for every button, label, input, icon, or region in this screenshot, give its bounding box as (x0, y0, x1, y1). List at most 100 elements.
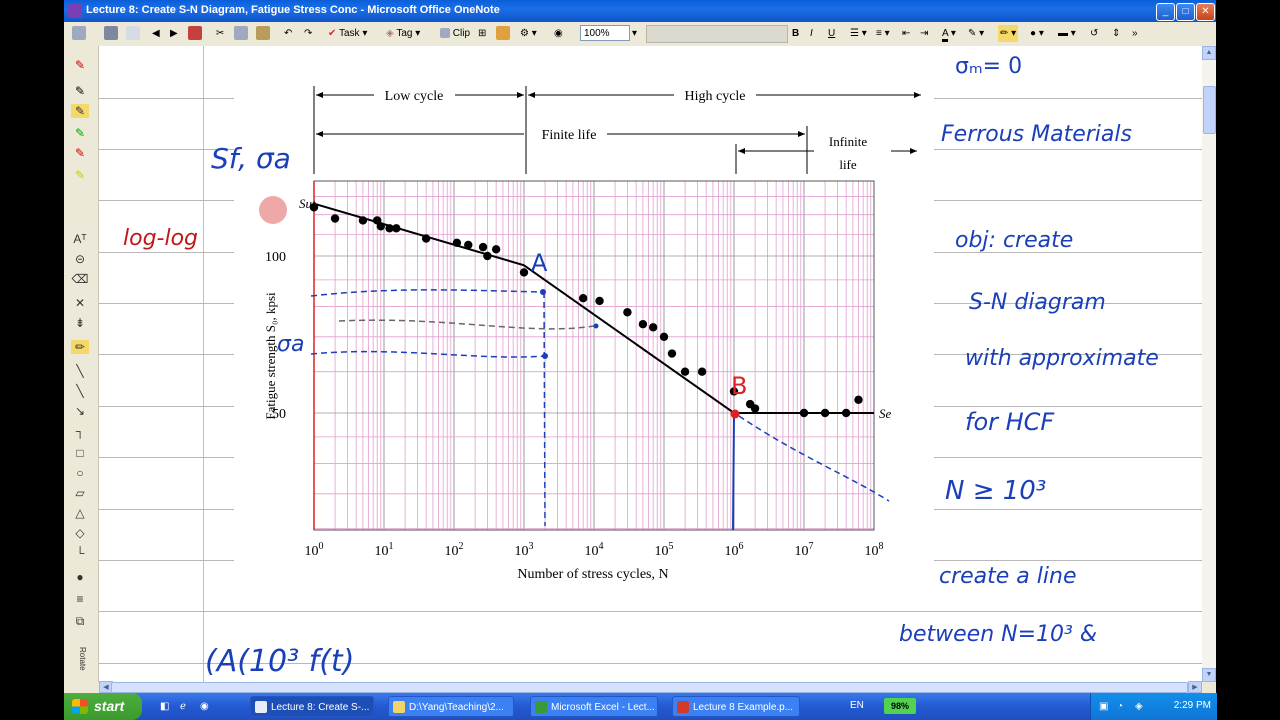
arrow-line-icon[interactable]: ╲ (76, 384, 84, 398)
tag-label: Tag (396, 28, 413, 39)
graph-icon[interactable]: └ (75, 546, 85, 560)
note-page[interactable]: Low cycle High cycle Finite life Infinit… (99, 46, 1202, 682)
line-style-icon[interactable]: ▬ ▾ (1058, 28, 1076, 39)
task-pdf[interactable]: Lecture 8 Example.p... (672, 696, 800, 717)
language-indicator[interactable]: EN (850, 700, 864, 711)
ink-sigma-a: σa (277, 332, 305, 357)
scroll-right-button[interactable]: ▶ (1188, 681, 1202, 693)
clip-button[interactable]: Clip (440, 25, 470, 42)
rotate-icon[interactable]: Rotate (78, 647, 87, 671)
eraser-icon[interactable]: ⌫ (71, 272, 89, 286)
text-size-icon[interactable]: Aᵀ (73, 232, 87, 246)
outdent-icon[interactable]: ⇤ (902, 28, 911, 39)
clock[interactable]: 2:29 PM (1173, 700, 1211, 711)
copy-shape-icon[interactable]: ⧉ (75, 614, 85, 628)
space-icon[interactable]: ⇕ (1112, 28, 1121, 39)
ink-obj-3: with approximate (965, 346, 1159, 371)
indent-icon[interactable]: ⇥ (920, 28, 929, 39)
data-point (385, 224, 394, 233)
task-onenote[interactable]: Lecture 8: Create S-... (250, 696, 374, 717)
cut-icon[interactable]: ✂ (216, 28, 225, 39)
vertical-scroll-thumb[interactable] (1203, 86, 1216, 134)
title-bar[interactable]: Lecture 8: Create S-N Diagram, Fatigue S… (64, 0, 1216, 22)
battery-indicator[interactable]: 98% (884, 698, 916, 714)
highlight-icon[interactable]: ✎ ▾ (968, 28, 985, 39)
diamond-icon[interactable]: ◇ (75, 526, 85, 540)
data-point (519, 268, 529, 277)
table-icon[interactable]: ⊞ (478, 28, 487, 39)
red-pen-icon[interactable]: ✎ (74, 58, 86, 72)
close-button[interactable]: ✕ (1196, 3, 1215, 21)
help-icon[interactable]: ◉ (554, 28, 563, 39)
yellow-highlighter-icon[interactable]: ✎ (74, 168, 86, 182)
undo-icon[interactable]: ↶ (284, 28, 293, 39)
scroll-left-button[interactable]: ◀ (99, 681, 113, 693)
horizontal-scrollbar[interactable]: ◀ ▶ (99, 681, 1202, 693)
insert-space-icon[interactable]: ⇟ (74, 316, 86, 330)
style-box[interactable] (646, 25, 788, 43)
font-color-icon[interactable]: A ▾ (942, 25, 956, 42)
forward-icon[interactable]: ▶ (170, 28, 178, 39)
line-tool-icon[interactable]: ╲ (76, 364, 84, 378)
red-highlighter-icon[interactable]: ✎ (74, 146, 86, 160)
triangle-icon[interactable]: △ (75, 506, 85, 520)
pen-mode-icon[interactable]: ✏ (71, 340, 89, 354)
bullets-icon[interactable]: ☰ ▾ (850, 28, 867, 39)
green-pen-icon[interactable]: ✎ (74, 126, 86, 140)
maximize-button[interactable]: □ (1176, 3, 1195, 21)
tag-button[interactable]: ◈ Tag ▾ (386, 28, 421, 39)
underline-button[interactable]: U (828, 28, 836, 39)
paste-icon[interactable] (256, 25, 270, 42)
rectangle-icon[interactable]: □ (76, 446, 84, 460)
task-excel[interactable]: Microsoft Excel - Lect... (530, 696, 658, 717)
quicklaunch-ie-icon[interactable]: ℯ (180, 701, 186, 712)
arrowhead (316, 131, 323, 137)
italic-button[interactable]: I (810, 28, 813, 39)
redo-icon[interactable]: ↷ (304, 28, 313, 39)
axis-icon[interactable]: ┐ (75, 424, 85, 438)
pen-thickness-icon[interactable]: ● ▾ (1030, 28, 1044, 39)
quicklaunch-desktop-icon[interactable]: ◧ (160, 701, 170, 712)
vertical-scrollbar[interactable]: ▲ ▼ (1202, 46, 1216, 682)
quicklaunch-media-icon[interactable]: ◉ (200, 701, 209, 712)
tray-volume-icon[interactable]: ◔ (1117, 701, 1124, 712)
ink-n-ge: N ≥ 10³ (945, 476, 1047, 506)
task-onenote-label: Lecture 8: Create S-... (271, 702, 370, 713)
delete-ink-icon[interactable]: ✕ (74, 296, 86, 310)
task-explorer[interactable]: D:\Yang\Teaching\2... (388, 696, 514, 717)
lasso-icon[interactable]: ↺ (1090, 28, 1099, 39)
zoom-dropdown-icon[interactable]: ▾ (632, 28, 638, 39)
copy-icon[interactable] (234, 25, 248, 42)
pen-icon[interactable] (104, 25, 118, 42)
numbering-icon[interactable]: ≡ ▾ (876, 28, 890, 39)
bold-button[interactable]: B (792, 28, 800, 39)
screen-clip-icon[interactable] (496, 25, 510, 42)
horizontal-scroll-thumb[interactable] (111, 682, 1188, 693)
double-arrow-icon[interactable]: ↘ (74, 404, 86, 418)
ink-options-icon[interactable]: ⚙ ▾ (520, 28, 537, 39)
parallelogram-icon[interactable]: ▱ (75, 486, 85, 500)
start-button[interactable]: start (64, 693, 142, 720)
ink-loglog: log-log (123, 226, 199, 251)
color-icon[interactable]: ● (76, 570, 84, 584)
line-weight-icon[interactable]: ≡ (76, 592, 84, 606)
task-button[interactable]: ✔ Task ▾ (328, 28, 368, 39)
more-icon[interactable]: » (1132, 28, 1138, 39)
rule-line (99, 663, 1202, 664)
tray-network-icon[interactable]: ▣ (1099, 701, 1109, 712)
orange-pen-icon[interactable]: ✎ (71, 104, 89, 118)
pen-color-icon[interactable]: ✏ ▾ (998, 25, 1019, 42)
ellipse-icon[interactable]: ○ (76, 466, 84, 480)
lasso-select-icon[interactable]: ⊝ (74, 252, 86, 266)
scroll-down-button[interactable]: ▼ (1202, 668, 1216, 682)
page-list-icon[interactable] (72, 25, 86, 42)
delete-icon[interactable] (188, 25, 202, 42)
minimize-button[interactable]: _ (1156, 3, 1175, 21)
zoom-select[interactable]: 100% (580, 25, 630, 41)
left-drawing-toolbar: ✎ ✎ ✎ ✎ ✎ ✎ Aᵀ ⊝ ⌫ ✕ ⇟ ✏ ╲ ╲ ↘ ┐ □ ○ ▱ △… (64, 46, 99, 682)
scroll-up-button[interactable]: ▲ (1202, 46, 1216, 60)
back-icon[interactable]: ◀ (152, 28, 160, 39)
tray-security-icon[interactable]: ◈ (1135, 701, 1143, 712)
new-page-icon[interactable] (126, 25, 140, 42)
black-pen-icon[interactable]: ✎ (74, 84, 86, 98)
